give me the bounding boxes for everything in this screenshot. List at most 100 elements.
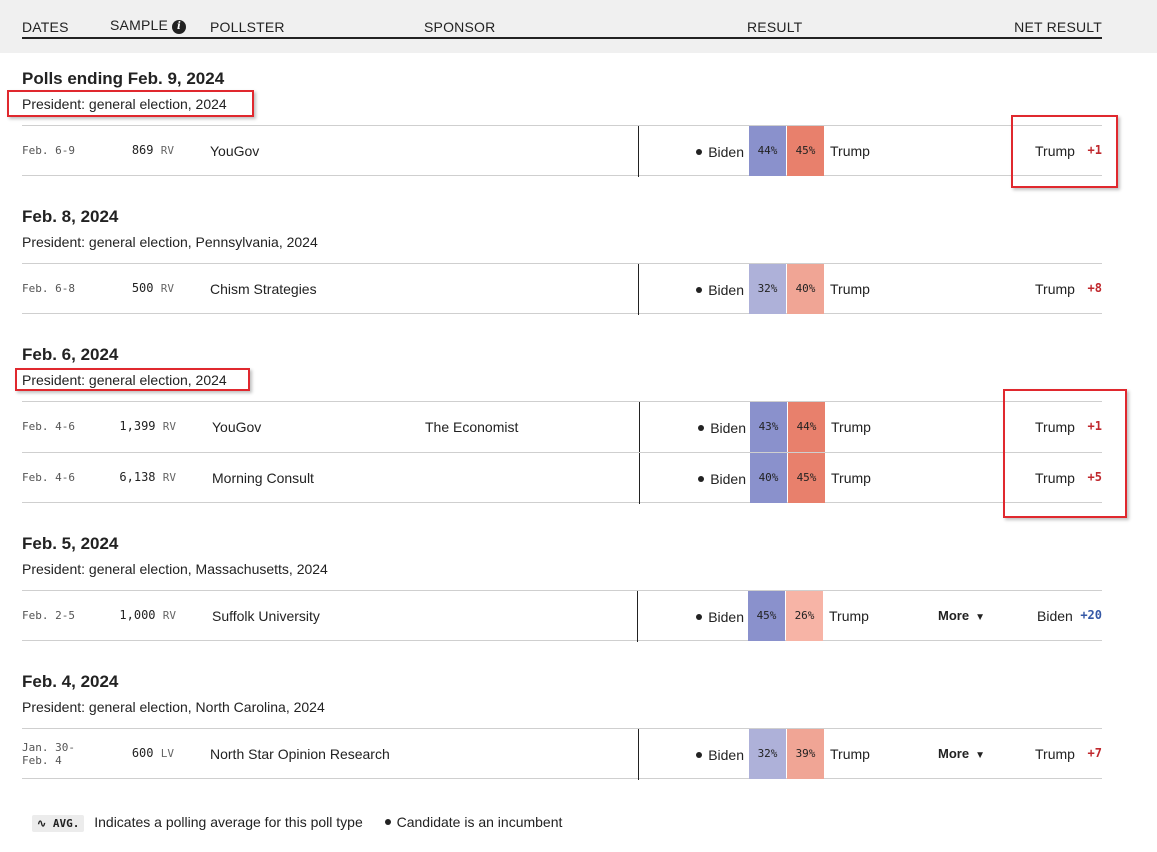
header-pollster[interactable]: POLLSTER (210, 19, 285, 35)
poll-sample: 1,399 RV (96, 419, 176, 433)
sample-size: 1,000 (119, 608, 156, 622)
header-sponsor[interactable]: SPONSOR (424, 19, 496, 35)
info-icon[interactable]: i (172, 20, 186, 34)
highlight-box (15, 368, 250, 391)
net-margin: +7 (1087, 746, 1102, 760)
candidate-left: Biden (644, 609, 744, 625)
trump-pct-box: 44% (788, 402, 825, 452)
incumbent-dot-icon (696, 614, 703, 620)
pulse-icon: ∿ (37, 817, 47, 830)
candidate-right-name: Trump (830, 281, 870, 297)
poll-sample: 500 RV (94, 281, 174, 295)
pollster-link[interactable]: Morning Consult (212, 470, 314, 486)
biden-pct-box: 40% (750, 453, 787, 503)
legend: ∿ AVG. Indicates a polling average for t… (32, 814, 562, 834)
trump-pct-box: 45% (788, 453, 825, 503)
incumbent-dot-icon (696, 149, 703, 155)
candidate-left-name: Biden (708, 747, 744, 763)
section-race[interactable]: President: general election, Massachuset… (22, 561, 328, 577)
section-date: Feb. 8, 2024 (22, 207, 119, 226)
candidate-left: Biden (644, 144, 744, 160)
trump-pct-box: 39% (787, 729, 824, 779)
poll-sample: 869 RV (94, 143, 174, 157)
sample-size: 1,399 (119, 419, 156, 433)
table-header-band (0, 0, 1157, 53)
net-margin: +1 (1087, 143, 1102, 157)
net-leader: Trump (1035, 746, 1075, 762)
pollster-link[interactable]: Chism Strategies (210, 281, 317, 297)
poll-row[interactable]: Feb. 6-9 869 RV YouGov Biden 44% 45% Tru… (22, 125, 1102, 177)
biden-pct-box: 32% (749, 264, 786, 314)
more-candidates-toggle[interactable]: More ▼ (938, 608, 985, 623)
poll-dates: Jan. 30- Feb. 4 (22, 741, 75, 767)
trump-pct-box: 26% (786, 591, 823, 641)
section-race[interactable]: President: general election, 2024 (22, 372, 227, 388)
section-date: Feb. 4, 2024 (22, 672, 119, 691)
net-leader: Trump (1035, 470, 1075, 486)
candidate-left-name: Biden (710, 471, 746, 487)
poll-row[interactable]: Jan. 30- Feb. 4 600 LV North Star Opinion… (22, 728, 1102, 780)
divider (638, 729, 639, 780)
header-result[interactable]: RESULT (747, 19, 803, 35)
net-leader: Trump (1035, 281, 1075, 297)
avg-legend-text: Indicates a polling average for this pol… (94, 814, 363, 830)
header-dates[interactable]: DATES (22, 19, 69, 35)
highlight-box (7, 90, 254, 117)
poll-row[interactable]: Feb. 6-8 500 RV Chism Strategies Biden 3… (22, 263, 1102, 315)
header-sample-label: SAMPLE (110, 17, 168, 33)
pollster-link[interactable]: North Star Opinion Research (210, 746, 390, 762)
avg-chip-label: AVG. (52, 817, 80, 830)
section-race[interactable]: President: general election, 2024 (22, 96, 227, 112)
sample-size: 869 (131, 143, 154, 157)
candidate-right-name: Trump (830, 746, 870, 762)
candidate-left-name: Biden (708, 609, 744, 625)
poll-row[interactable]: Feb. 2-5 1,000 RV Suffolk University Bid… (22, 590, 1102, 642)
sample-size: 6,138 (119, 470, 156, 484)
incumbent-dot-icon (696, 752, 703, 758)
sample-unit: RV (160, 282, 174, 295)
more-label: More (938, 746, 970, 761)
incumbent-dot-icon (384, 819, 391, 825)
divider (639, 453, 640, 504)
sample-unit: LV (160, 747, 174, 760)
sponsor-link[interactable]: The Economist (425, 419, 519, 435)
header-net-result[interactable]: NET RESULT (1014, 19, 1102, 35)
section-date: Feb. 5, 2024 (22, 534, 119, 553)
section-race[interactable]: President: general election, Pennsylvani… (22, 234, 318, 250)
header-sample[interactable]: SAMPLE i (110, 17, 186, 34)
sample-unit: RV (162, 420, 176, 433)
poll-row[interactable]: Feb. 4-6 1,399 RV YouGov The Economist B… (22, 401, 1102, 453)
incumbent-legend-text: Candidate is an incumbent (396, 814, 563, 830)
sample-unit: RV (160, 144, 174, 157)
triangle-down-icon: ▼ (975, 750, 985, 761)
poll-row[interactable]: Feb. 4-6 6,138 RV Morning Consult Biden … (22, 452, 1102, 504)
candidate-right-name: Trump (831, 470, 871, 486)
candidate-right-name: Trump (831, 419, 871, 435)
more-label: More (938, 608, 970, 623)
pollster-link[interactable]: YouGov (210, 143, 260, 159)
trump-pct-box: 40% (787, 264, 824, 314)
poll-dates-line2: Feb. 4 (22, 754, 62, 767)
net-margin: +20 (1080, 608, 1102, 622)
divider (639, 402, 640, 453)
sample-size: 500 (131, 281, 154, 295)
more-candidates-toggle[interactable]: More ▼ (938, 746, 985, 761)
pollster-link[interactable]: YouGov (212, 419, 262, 435)
divider (638, 264, 639, 315)
section-date: Polls ending Feb. 9, 2024 (22, 69, 225, 88)
pollster-link[interactable]: Suffolk University (212, 608, 320, 624)
candidate-left: Biden (644, 282, 744, 298)
poll-dates-line1: Jan. 30- (22, 741, 75, 754)
biden-pct-box: 45% (748, 591, 785, 641)
section-race[interactable]: President: general election, North Carol… (22, 699, 325, 715)
candidate-left: Biden (644, 747, 744, 763)
poll-sample: 600 LV (94, 746, 174, 760)
poll-dates: Feb. 6-8 (22, 282, 75, 295)
incumbent-dot-icon (698, 425, 705, 431)
avg-chip: ∿ AVG. (32, 815, 85, 832)
biden-pct-box: 44% (749, 126, 786, 176)
poll-dates: Feb. 2-5 (22, 609, 75, 622)
incumbent-dot-icon (698, 476, 705, 482)
poll-dates: Feb. 6-9 (22, 144, 75, 157)
candidate-right-name: Trump (829, 608, 869, 624)
